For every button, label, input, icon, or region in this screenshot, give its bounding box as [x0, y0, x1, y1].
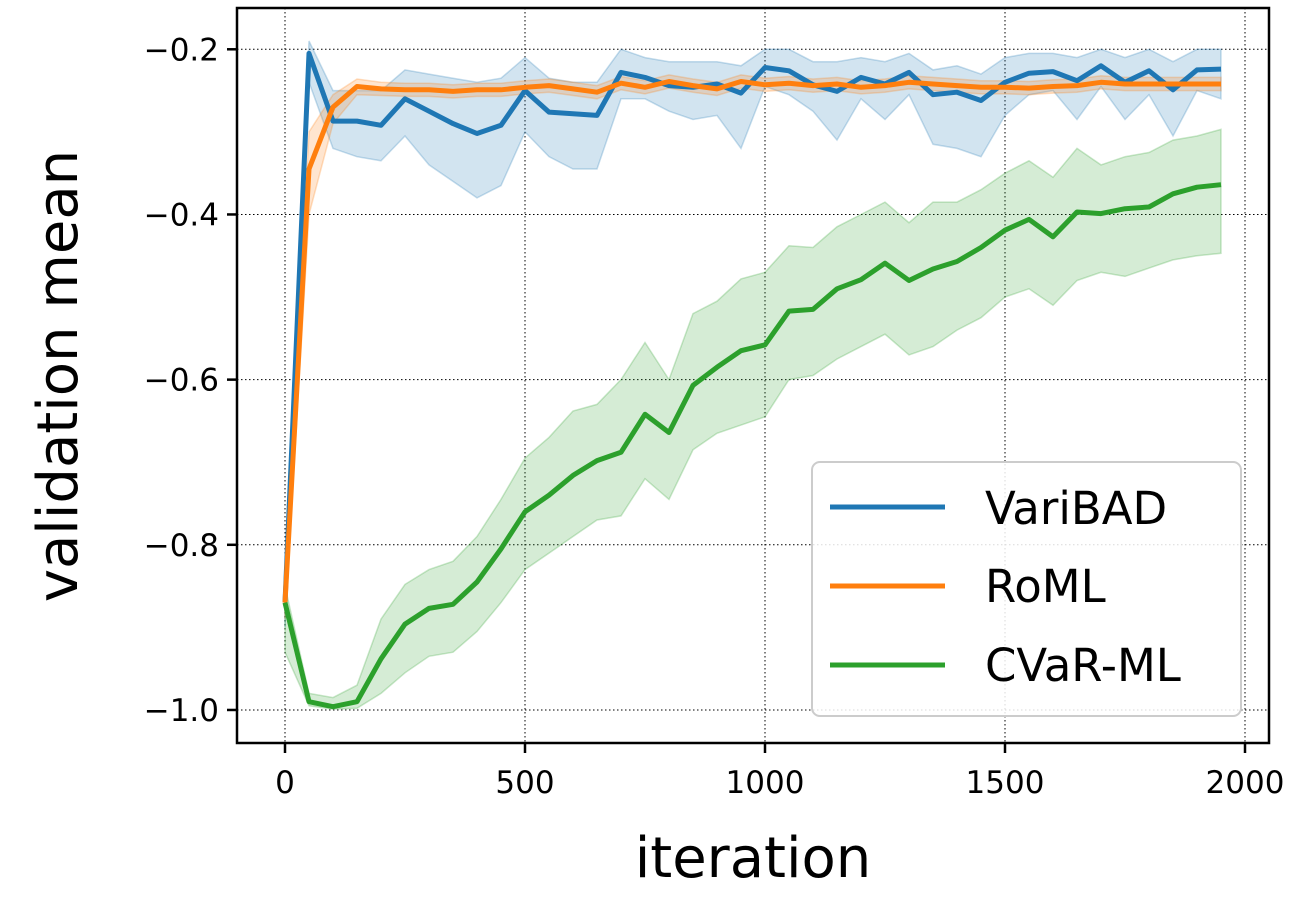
- y-tick-label: −0.6: [144, 363, 219, 399]
- band-varibad: [284, 40, 1222, 628]
- x-tick-label: 500: [495, 765, 554, 801]
- series-line-cvar-ml: [282, 182, 1222, 710]
- y-tick-label: −0.4: [144, 197, 219, 233]
- legend-label-roml: RoML: [985, 560, 1106, 613]
- plot-frame: [235, 6, 1271, 745]
- y-tick-label: −1.0: [144, 693, 219, 729]
- y-axis-ticks: −1.0 −0.8 −0.6 −0.4 −0.2: [144, 32, 237, 729]
- confidence-bands: [284, 40, 1222, 710]
- x-tick-label: 1500: [966, 765, 1045, 801]
- series-line-roml: [282, 79, 1221, 603]
- band-cvar-ml: [284, 128, 1222, 710]
- legend-label-variBAD: VariBAD: [985, 482, 1167, 535]
- y-axis-label: validation mean: [26, 150, 91, 602]
- series-lines: [282, 50, 1222, 710]
- y-tick-label: −0.2: [144, 32, 219, 68]
- legend-label-cvar-ml: CVaR-ML: [985, 639, 1181, 692]
- legend: VariBAD RoML CVaR-ML: [811, 461, 1242, 717]
- x-axis-label: iteration: [635, 826, 872, 891]
- x-tick-label: 2000: [1206, 765, 1285, 801]
- x-tick-label: 0: [275, 765, 295, 801]
- x-axis-ticks: 0 500 1000 1500 2000: [275, 743, 1284, 801]
- y-tick-label: −0.8: [144, 528, 219, 564]
- series-line-varibad: [282, 50, 1222, 603]
- x-tick-label: 1000: [726, 765, 805, 801]
- legend-box: [811, 461, 1242, 717]
- band-roml: [284, 74, 1222, 620]
